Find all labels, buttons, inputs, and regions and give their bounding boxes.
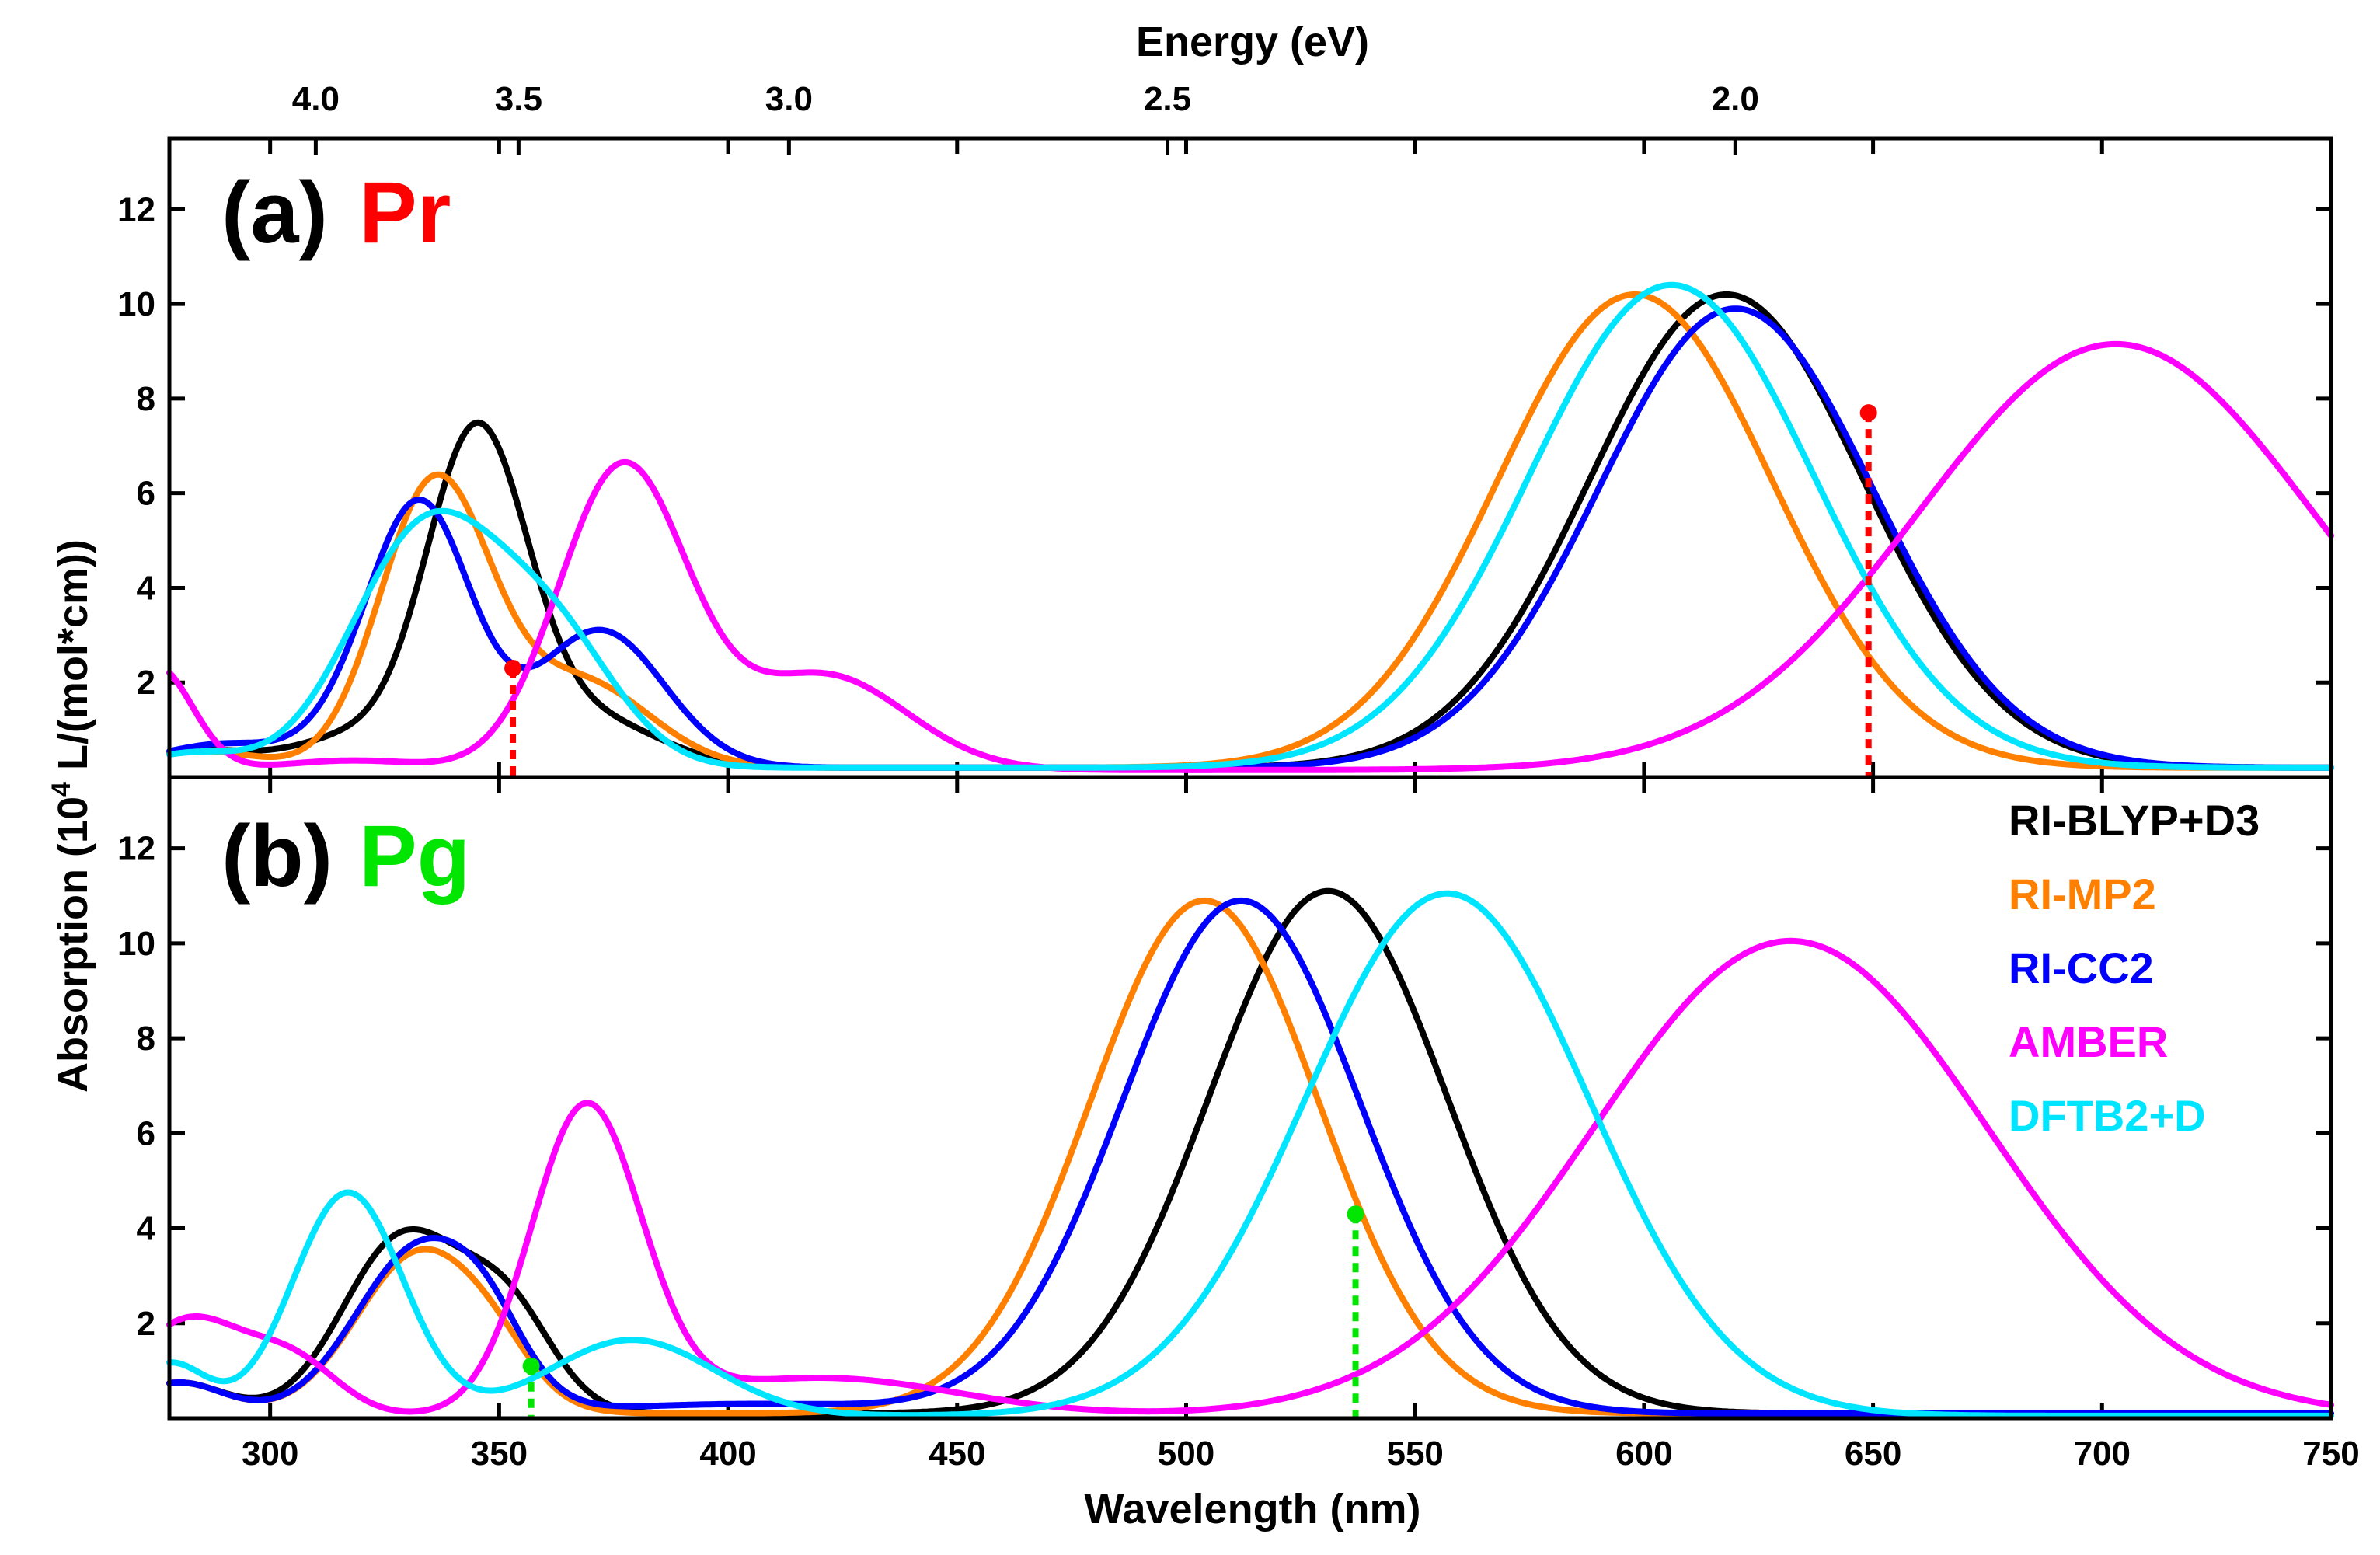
- y-axis-title-suffix: L/(mol*cm)): [50, 539, 96, 782]
- panel-a-y-tick-label: 8: [137, 380, 155, 418]
- panel-b-label: (b) Pg: [221, 807, 470, 905]
- panel-a-marker-dot: [1859, 404, 1877, 422]
- panel-a-curve-ri-mp2: [166, 291, 2334, 771]
- legend: RI-BLYP+D3 RI-MP2 RI-CC2 AMBER DFTB2+D: [2009, 796, 2260, 1140]
- panel-b-marker-dot: [522, 1357, 540, 1375]
- y-axis-title-prefix: Absorption (10: [50, 797, 96, 1093]
- panel-b-y-tick-label: 2: [137, 1305, 155, 1343]
- bottom-axis-title: Wavelength (nm): [1084, 1486, 1420, 1532]
- x-tick-label: 500: [1158, 1435, 1214, 1473]
- top-energy-axis: 4.0 3.5 3.0 2.5 2.0: [292, 80, 1759, 155]
- panel-b-species: Pg: [359, 807, 470, 905]
- x-tick-label: 750: [2302, 1435, 2359, 1473]
- energy-tick-label: 2.0: [1712, 80, 1759, 118]
- panel-a-y-tick-label: 2: [137, 664, 155, 702]
- energy-tick-label: 2.5: [1144, 80, 1191, 118]
- energy-tick-label: 3.5: [495, 80, 542, 118]
- panel-a-y-tick-label: 10: [117, 285, 155, 323]
- panel-a-curve-dftb2-d: [166, 281, 2334, 771]
- energy-tick-label: 4.0: [292, 80, 340, 118]
- panel-b-frame: [167, 775, 2333, 1421]
- svg-text:Absorption (104 L/(mol*cm)): Absorption (104 L/(mol*cm)): [47, 539, 96, 1093]
- panel-b-y-tick-label: 10: [117, 925, 155, 963]
- panel-a-y-tick-label: 4: [137, 569, 156, 607]
- x-tick-label: 350: [471, 1435, 528, 1473]
- panel-a: 2 4 6 8 10 12: [117, 136, 2334, 779]
- panel-b-y-tick-label: 8: [137, 1020, 155, 1058]
- top-axis-title: Energy (eV): [1136, 19, 1369, 65]
- panel-b-y-tick-label: 4: [137, 1210, 156, 1248]
- panel-a-y-tick-label: 12: [117, 190, 155, 228]
- panel-b-curve-dftb2-d: [166, 890, 2334, 1419]
- x-tick-label: 700: [2074, 1435, 2131, 1473]
- legend-entry-dftb2-d: DFTB2+D: [2009, 1091, 2206, 1140]
- legend-entry-ri-cc2: RI-CC2: [2009, 943, 2154, 992]
- panel-a-frame: [167, 136, 2333, 779]
- energy-tick-label: 3.0: [765, 80, 813, 118]
- panel-b-y-tick-label: 6: [137, 1114, 155, 1152]
- panel-a-y-tick-label: 6: [137, 475, 155, 513]
- panel-a-curve-ri-blyp-d3: [166, 291, 2334, 771]
- panel-b-y-tick-label: 12: [117, 830, 155, 868]
- panel-a-curve-amber: [166, 340, 2334, 773]
- panel-b: 2 4 6 8 10 12: [117, 775, 2334, 1421]
- panel-a-species: Pr: [359, 164, 451, 261]
- x-tick-label: 550: [1386, 1435, 1443, 1473]
- panel-a-letter: (a): [221, 164, 328, 261]
- panel-b-marker-dot: [1347, 1205, 1364, 1223]
- x-tick-label: 650: [1845, 1435, 1901, 1473]
- legend-entry-ri-blyp-d3: RI-BLYP+D3: [2009, 796, 2260, 845]
- y-axis-title-exponent: 4: [47, 782, 76, 797]
- x-tick-label: 450: [929, 1435, 985, 1473]
- panel-a-label: (a) Pr: [221, 164, 451, 261]
- x-tick-label: 400: [699, 1435, 756, 1473]
- panel-b-curve-amber: [166, 937, 2334, 1415]
- x-tick-label: 300: [242, 1435, 298, 1473]
- panel-a-marker-dot: [504, 659, 522, 677]
- panel-b-letter: (b): [221, 807, 333, 905]
- y-axis-title: Absorption (104 L/(mol*cm)): [47, 539, 96, 1093]
- legend-entry-amber: AMBER: [2009, 1017, 2168, 1066]
- x-tick-label: 600: [1615, 1435, 1672, 1473]
- legend-entry-ri-mp2: RI-MP2: [2009, 870, 2156, 919]
- bottom-wavelength-axis: 300 350 400 450 500 550 600 650 700 750: [242, 1435, 2360, 1473]
